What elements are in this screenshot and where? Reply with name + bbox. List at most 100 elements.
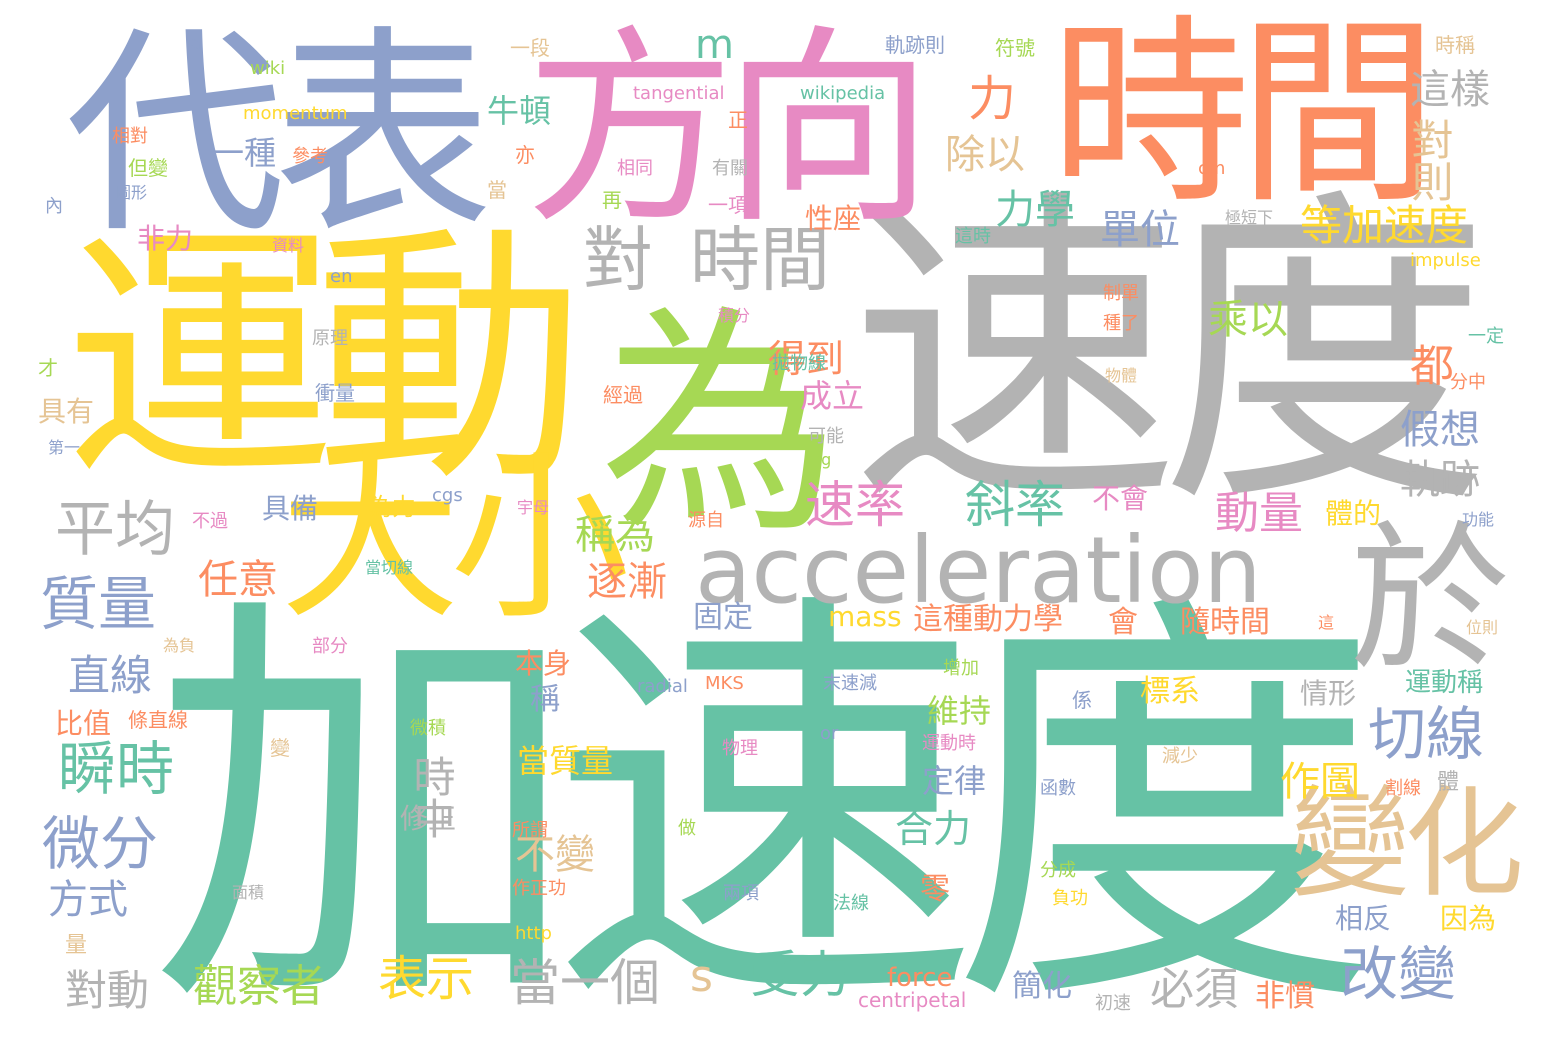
word-daxiao: 大小 xyxy=(280,435,630,644)
word-zengjia: 增加 xyxy=(943,658,979,679)
word-shicheng: 時稱 xyxy=(1435,33,1475,57)
word-feili: 非力 xyxy=(137,222,194,255)
word-tuxing: 圖形 xyxy=(115,183,148,202)
word-jianhua: 簡化 xyxy=(1012,969,1072,1004)
word-jianshao: 減少 xyxy=(1162,746,1198,767)
word-zheyang: 這樣 xyxy=(1410,67,1490,113)
word-zhidan: 制單 xyxy=(1103,283,1139,304)
word-zhiliang: 質量 xyxy=(40,570,157,638)
word-weili: 為力 xyxy=(368,493,416,521)
word-biaoshi: 表示 xyxy=(378,951,475,1007)
word-shijian-large: 時間 xyxy=(1050,0,1438,231)
word-chengyi: 乘以 xyxy=(1208,297,1288,343)
word-shijian-gray: 時間 xyxy=(690,219,830,301)
word-radial: radial xyxy=(637,676,688,697)
word-mosujian: 末速減 xyxy=(823,673,877,694)
word-centripetal: centripetal xyxy=(858,988,967,1012)
word-force: force xyxy=(887,963,953,993)
word-jubei: 具備 xyxy=(262,492,319,525)
word-hui: 會 xyxy=(1108,605,1138,640)
word-shizhong: 時中 xyxy=(407,755,456,839)
word-duidong: 對動 xyxy=(65,966,150,1015)
word-bianhua: 變化 xyxy=(1290,775,1524,914)
word-xiangtong: 相同 xyxy=(617,158,653,179)
word-jifen: 積分 xyxy=(718,306,751,325)
word-weiji: 微積 xyxy=(410,718,446,739)
word-buguo: 不過 xyxy=(192,511,228,532)
word-yiduan: 一段 xyxy=(510,36,550,60)
word-yixiang: 一項 xyxy=(708,193,748,217)
word-s: s xyxy=(690,951,713,1002)
word-chengwei: 稱為 xyxy=(575,512,655,558)
word-xiuzheng: 修正 xyxy=(400,802,457,835)
word-danwei: 單位 xyxy=(1100,207,1180,253)
word-m: m xyxy=(695,22,734,68)
word-xiangdui: 相對 xyxy=(112,126,148,147)
word-pingjun: 平均 xyxy=(55,495,175,565)
word-nei: 內 xyxy=(45,196,63,217)
word-guijize: 軌跡則 xyxy=(885,33,945,57)
word-cai: 才 xyxy=(38,356,58,380)
word-weifu: 為負 xyxy=(163,636,196,655)
word-juyou: 具有 xyxy=(38,395,95,428)
word-bizhi: 比值 xyxy=(55,707,112,740)
word-yinwei: 因為 xyxy=(1440,902,1497,935)
word-shunshi: 瞬時 xyxy=(58,735,175,803)
word-paowuxian: 拋物線 xyxy=(772,353,826,374)
word-a: a xyxy=(190,33,202,54)
word-dangzhiliang: 當質量 xyxy=(517,742,614,780)
word-hanshu: 函數 xyxy=(1040,778,1076,799)
word-mass: mass xyxy=(828,600,902,633)
word-yundongshi: 運動時 xyxy=(922,733,976,754)
word-cheng: 稱 xyxy=(530,682,560,717)
word-qingxing: 情形 xyxy=(1300,677,1357,710)
word-wuti: 物體 xyxy=(1105,366,1138,385)
word-niudun: 牛頓 xyxy=(487,92,552,130)
word-dedao: 得到 xyxy=(768,337,845,381)
word-jiduanxia: 極短下 xyxy=(1225,208,1274,227)
word-zuotu: 作圖 xyxy=(1280,759,1360,805)
word-xiangfan: 相反 xyxy=(1335,902,1392,935)
word-mianji: 面積 xyxy=(232,883,265,902)
word-zhongle: 種了 xyxy=(1103,313,1139,334)
word-jingguo: 經過 xyxy=(603,383,643,407)
word-yuanli: 原理 xyxy=(312,328,348,349)
word-biaoxi: 標系 xyxy=(1140,674,1200,709)
word-sudu: 速度 xyxy=(850,163,1490,547)
word-yuanzi: 源自 xyxy=(688,510,724,531)
word-wei: 為 xyxy=(600,285,841,565)
word-gaibian: 改變 xyxy=(1340,940,1457,1008)
word-wuli: 物理 xyxy=(722,738,758,759)
word-benshen: 本身 xyxy=(515,647,572,680)
word-yi: 亦 xyxy=(515,143,535,167)
word-http: http xyxy=(515,923,552,944)
word-fuhao: 符號 xyxy=(995,36,1035,60)
word-suowei: 所謂 xyxy=(512,820,548,841)
word-gongneng: 功能 xyxy=(1462,510,1495,529)
word-fangshi: 方式 xyxy=(48,877,128,923)
word-guiji: 軌跡 xyxy=(1400,457,1480,503)
word-weize: 位則 xyxy=(1466,618,1499,637)
word-acceleration: acceleration xyxy=(695,517,1262,624)
word-yu: 於 xyxy=(1350,506,1511,693)
word-xielv: 斜率 xyxy=(965,476,1065,534)
word-zhe: 這 xyxy=(1318,613,1335,632)
word-jiasudu: 加速度 xyxy=(150,560,1380,1052)
word-liangxiang: 兩項 xyxy=(723,883,759,904)
word-MKS: MKS xyxy=(705,673,744,694)
word-bufen: 部分 xyxy=(312,636,348,657)
word-zheng: 正 xyxy=(728,108,748,132)
word-zhujian: 逐漸 xyxy=(587,559,667,605)
word-chusu: 初速 xyxy=(1095,993,1131,1014)
word-qiexian: 切線 xyxy=(1368,700,1485,768)
word-dangyige: 當一個 xyxy=(510,954,660,1012)
word-tide: 體的 xyxy=(1325,497,1382,530)
word-chengli: 成立 xyxy=(800,377,865,415)
word-yizhong: 一種 xyxy=(212,134,277,172)
word-ling: 零 xyxy=(920,872,950,907)
word-dui: 對 xyxy=(583,219,653,301)
word-or: or xyxy=(820,723,839,744)
word-zuozhenggong: 作正功 xyxy=(512,878,566,899)
word-keneng: 可能 xyxy=(808,426,844,447)
word-guding: 固定 xyxy=(693,600,753,635)
